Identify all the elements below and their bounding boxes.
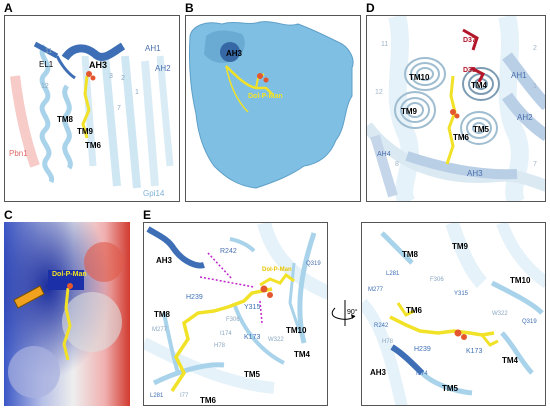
a-12-label: 12	[41, 83, 49, 90]
d-1-label: 1	[533, 83, 537, 90]
b-dolpman-label: Dol-P-Man	[248, 93, 283, 100]
a-tm9-label: TM9	[77, 127, 94, 136]
el-i77-label: I77	[180, 393, 189, 399]
panel-label-e: E	[143, 208, 152, 222]
a-11-label: 11	[45, 48, 52, 55]
a-2-label: 2	[121, 75, 125, 82]
a-1-label: 1	[135, 89, 139, 96]
er-tm4-label: TM4	[502, 356, 519, 365]
el-ah3-label: AH3	[156, 256, 173, 265]
c-dolpman-label: Dol-P-Man	[52, 271, 87, 278]
el-m277-label: M277	[152, 327, 168, 333]
el-i174-label: I174	[220, 331, 232, 337]
er-tm9-label: TM9	[452, 242, 469, 251]
d-ah2-label: AH2	[517, 113, 533, 122]
a-ah2-label: AH2	[155, 64, 171, 73]
el-w322-label: W322	[268, 337, 284, 343]
panel-d-topview: D37 D39 11 2 12 1 TM10 TM4 AH1 TM9 AH2 T…	[366, 15, 546, 202]
panel-c-electrostatic: Dol-P-Man	[4, 222, 130, 406]
er-i174-label: I174	[416, 371, 428, 377]
d-d39-label: D39	[463, 67, 476, 74]
rotation-indicator: 90°	[329, 298, 361, 328]
el-tm6-label: TM6	[200, 396, 217, 405]
el-y315-label: Y315	[244, 304, 260, 311]
d-ah1-label: AH1	[511, 71, 527, 80]
a-el1-label: EL1	[39, 60, 54, 69]
d-11-label: 11	[381, 41, 388, 48]
el-h78-label: H78	[214, 343, 226, 349]
el-f306-label: F306	[226, 317, 240, 323]
er-q319-label: Q319	[522, 319, 537, 325]
a-tm8-label: TM8	[57, 115, 74, 124]
rotation-label: 90°	[347, 308, 358, 316]
er-tm10-label: TM10	[510, 276, 531, 285]
d-tm5-label: TM5	[473, 125, 490, 134]
er-k173-label: K173	[466, 348, 482, 355]
panel-a-structure: EL1 AH3 AH1 AH2 12 3 11 2 1 7 Pbn1 TM8 T…	[4, 15, 180, 202]
a-ah1-label: AH1	[145, 44, 161, 53]
er-h78-label: H78	[382, 339, 394, 345]
b-ah3-label: AH3	[226, 49, 243, 58]
a-7-label: 7	[117, 105, 121, 112]
d-tm9-label: TM9	[401, 107, 418, 116]
el-tm10-label: TM10	[286, 326, 307, 335]
er-ah3-label: AH3	[370, 368, 387, 377]
panel-label-c: C	[4, 208, 13, 222]
d-tm6-label: TM6	[453, 133, 470, 142]
el-dolpman-label: Dol-P-Man	[262, 267, 292, 273]
d-2-label: 2	[533, 45, 537, 52]
er-tm8-label: TM8	[402, 250, 419, 259]
panel-label-b: B	[185, 1, 194, 15]
d-ah4-label: AH4	[377, 151, 391, 158]
el-l281-label: L281	[150, 393, 164, 399]
d-tm4-label: TM4	[471, 81, 488, 90]
panel-e-left-view: R242 AH3 Dol-P-Man Q319 H239 Y315 TM8 M2…	[143, 222, 328, 406]
d-d37-label: D37	[463, 37, 476, 44]
d-ah3-label: AH3	[467, 169, 483, 178]
el-tm4-label: TM4	[294, 350, 311, 359]
er-r242-label: R242	[374, 323, 389, 329]
el-tm5-label: TM5	[244, 370, 261, 379]
er-l281-label: L281	[386, 271, 400, 277]
er-f306-label: F306	[430, 277, 444, 283]
er-tm6-label: TM6	[406, 306, 423, 315]
a-pbn1-label: Pbn1	[9, 149, 28, 158]
er-y315-label: Y315	[454, 291, 469, 297]
el-k173-label: K173	[244, 334, 260, 341]
d-8-label: 8	[395, 161, 399, 168]
el-h239-label: H239	[186, 294, 203, 301]
d-12-label: 12	[375, 89, 383, 96]
a-tm6-label: TM6	[85, 141, 102, 150]
er-m277-label: M277	[368, 287, 384, 293]
panel-e-right-view: TM8 TM9 M277 L281 F306 TM10 Y315 TM6 R24…	[361, 222, 546, 406]
a-gpi14-label: Gpi14	[143, 189, 165, 198]
d-7-label: 7	[533, 161, 537, 168]
panel-label-d: D	[366, 1, 375, 15]
d-tm10-label: TM10	[409, 73, 430, 82]
er-tm5-label: TM5	[442, 384, 459, 393]
a-ah3-label: AH3	[89, 60, 107, 70]
er-h239-label: H239	[414, 346, 431, 353]
el-r242-label: R242	[220, 248, 237, 255]
er-w322-label: W322	[492, 311, 508, 317]
a-3-label: 3	[109, 73, 113, 80]
el-tm8-label: TM8	[154, 310, 171, 319]
panel-b-surface: AH3 Dol-P-Man	[185, 15, 361, 202]
el-q319-label: Q319	[306, 261, 321, 267]
panel-label-a: A	[4, 1, 13, 15]
